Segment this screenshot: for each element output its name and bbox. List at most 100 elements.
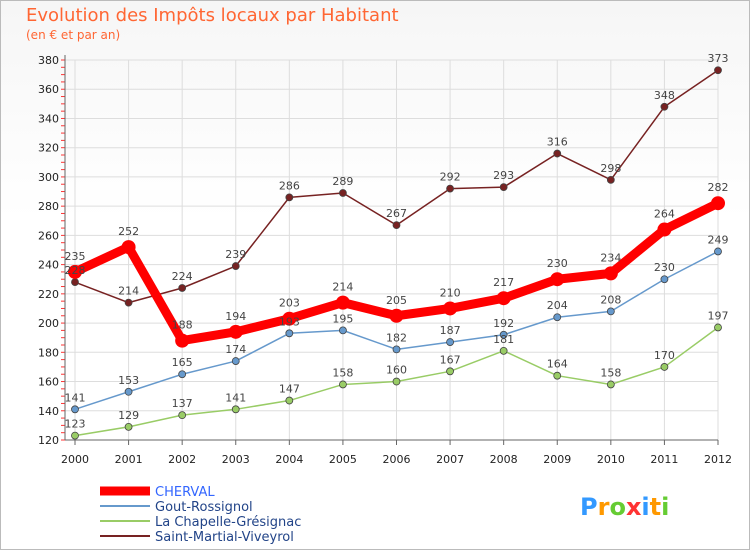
data-point (606, 380, 615, 389)
data-label: 137 (172, 397, 193, 410)
data-point (121, 240, 136, 255)
data-point (392, 221, 401, 230)
legend-label: CHERVAL (155, 485, 215, 500)
data-label: 160 (386, 364, 407, 377)
data-label: 217 (493, 276, 514, 289)
data-label: 167 (440, 353, 461, 366)
series-la-chapelle-gr-signac (71, 323, 722, 440)
data-label: 230 (547, 257, 568, 270)
data-point (446, 367, 454, 376)
data-label: 182 (386, 331, 407, 344)
data-label: 203 (279, 297, 300, 310)
logo-letter: x (626, 493, 642, 521)
logo-letter: r (598, 493, 610, 521)
logo-letter: t (650, 493, 661, 521)
data-point (124, 298, 133, 307)
data-label: 195 (332, 312, 353, 325)
data-label: 129 (118, 409, 139, 422)
data-point (660, 363, 669, 371)
data-label: 204 (547, 299, 568, 312)
data-label: 164 (547, 358, 568, 371)
x-tick-label: 2007 (436, 453, 464, 466)
y-tick-label: 180 (38, 346, 59, 359)
logo-letter: P (580, 493, 598, 521)
data-point (711, 196, 725, 211)
y-tick-label: 240 (38, 259, 59, 272)
data-point (446, 338, 454, 346)
data-point (496, 291, 511, 306)
data-point (178, 411, 187, 420)
data-label: 141 (225, 391, 246, 404)
series-gout-rossignol (71, 247, 722, 414)
data-point (335, 295, 350, 310)
data-point (124, 387, 133, 396)
y-tick-label: 300 (38, 171, 59, 184)
data-point (553, 371, 562, 380)
data-point (714, 323, 722, 332)
data-point (714, 247, 722, 256)
data-point (285, 193, 294, 202)
proxiti-logo: Proxiti (580, 493, 669, 521)
data-point (660, 275, 669, 284)
x-tick-label: 2012 (704, 453, 732, 466)
data-point (71, 405, 79, 414)
logo-letter: i (641, 493, 649, 521)
data-label: 249 (708, 233, 729, 246)
data-label: 170 (654, 349, 675, 362)
y-tick-label: 260 (38, 229, 59, 242)
x-tick-label: 2003 (222, 453, 250, 466)
data-label: 228 (65, 264, 86, 277)
data-point (339, 189, 347, 197)
data-label: 298 (600, 162, 621, 175)
data-label: 192 (493, 317, 514, 330)
data-point (228, 324, 243, 339)
data-point (499, 183, 508, 192)
data-point (178, 284, 187, 292)
data-label: 214 (332, 281, 353, 294)
data-label: 252 (118, 225, 139, 238)
data-point (231, 262, 240, 270)
data-label: 316 (547, 136, 568, 149)
data-point (178, 370, 187, 379)
data-point (606, 175, 615, 184)
data-label: 239 (225, 248, 246, 261)
data-label: 348 (654, 89, 675, 102)
data-label: 214 (118, 285, 139, 298)
data-label: 210 (440, 286, 461, 299)
data-point (446, 184, 454, 193)
legend-label: Gout-Rossignol (155, 500, 253, 515)
x-tick-label: 2010 (597, 453, 625, 466)
data-label: 165 (172, 356, 193, 369)
data-label: 235 (65, 250, 86, 263)
grid (65, 59, 719, 441)
data-point (68, 264, 82, 279)
data-label: 282 (708, 181, 729, 194)
data-point (553, 313, 562, 322)
data-point (660, 102, 669, 111)
y-tick-label: 140 (38, 405, 59, 418)
x-tick-label: 2006 (383, 453, 411, 466)
data-label: 188 (172, 319, 193, 332)
y-tick-label: 340 (38, 112, 59, 125)
data-label: 197 (708, 309, 729, 322)
logo-letter: i (661, 493, 669, 521)
data-label: 234 (600, 251, 621, 264)
data-label: 373 (708, 52, 729, 65)
data-point (124, 422, 133, 431)
data-label: 187 (440, 324, 461, 337)
data-label: 158 (332, 366, 353, 379)
data-label: 147 (279, 383, 300, 396)
legend-label: Saint-Martial-Viveyrol (155, 530, 294, 545)
data-point (285, 396, 294, 405)
y-tick-label: 320 (38, 142, 59, 155)
data-point (392, 345, 401, 354)
data-point (657, 222, 672, 237)
x-tick-label: 2002 (168, 453, 196, 466)
y-tick-label: 280 (38, 200, 59, 213)
data-point (231, 357, 240, 365)
data-point (285, 329, 294, 338)
data-label: 158 (600, 366, 621, 379)
x-tick-label: 2009 (543, 453, 571, 466)
logo-letter: o (609, 493, 626, 521)
data-label: 194 (225, 310, 246, 323)
